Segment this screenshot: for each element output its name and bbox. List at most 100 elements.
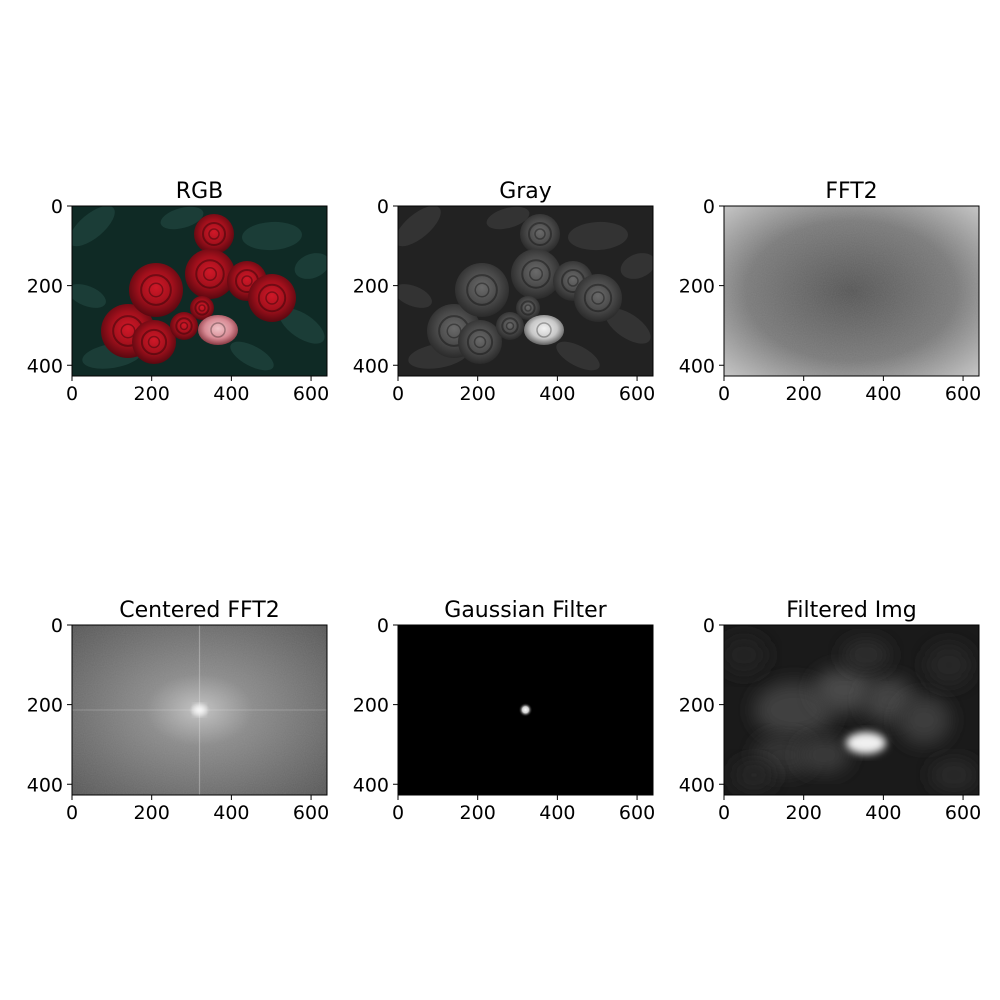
x-tick-label: 600 — [945, 802, 981, 824]
leaf-shape — [279, 308, 325, 344]
y-tick-label: 200 — [679, 695, 715, 717]
leaf-shape — [620, 253, 653, 279]
leaf-shape — [72, 284, 106, 308]
rose-petal-line — [505, 321, 515, 331]
blur-blob — [925, 643, 973, 687]
panel-2: Gray 0 200 400 600 0 200 400 — [353, 179, 655, 405]
x-tick-label: 0 — [66, 802, 78, 824]
y-tick-label: 0 — [703, 196, 715, 218]
panel-6: Filtered Img 0 200 400 600 0 200 400 — [679, 598, 981, 824]
x-tick-label: 0 — [392, 383, 404, 405]
x-tick-label: 0 — [718, 802, 730, 824]
axes-frame — [71, 205, 328, 377]
leaf-shape — [242, 221, 302, 251]
rose-petal-line — [210, 322, 226, 338]
highlight-rose-shape — [198, 315, 238, 345]
leaf-shape — [398, 284, 432, 308]
panel-4: Centered FFT2 0 200 400 600 0 200 400 — [27, 598, 329, 824]
y-tick-label: 0 — [377, 196, 389, 218]
rose-petal-line — [520, 300, 536, 316]
panel-title: Gray — [499, 179, 552, 204]
rose-shape — [574, 274, 622, 322]
rose-petal-line — [202, 222, 226, 246]
panel-5: Gaussian Filter 0 200 400 600 0 200 400 — [353, 598, 655, 824]
x-tick-label: 600 — [619, 802, 655, 824]
panel-1: RGB 0 200 400 600 0 200 400 — [27, 179, 329, 405]
rose-petal-line — [120, 323, 136, 339]
rose-petal-line — [140, 328, 168, 356]
image-area — [72, 625, 327, 795]
blur-blob — [898, 696, 950, 744]
image-area — [398, 206, 653, 376]
dc-peak — [194, 705, 205, 715]
rose-petal-line — [529, 267, 543, 281]
x-tick-label: 200 — [786, 802, 822, 824]
rose-petal-line — [208, 228, 220, 240]
y-tick-label: 0 — [51, 615, 63, 637]
rose-petal-line — [148, 282, 164, 298]
highlight-blob — [846, 732, 886, 754]
rose-petal-line — [140, 274, 172, 306]
rose-petal-line — [195, 259, 225, 289]
leaf-shape — [160, 206, 204, 230]
spectrum-noise — [724, 206, 979, 376]
image-area — [398, 625, 653, 795]
x-tick-label: 400 — [865, 802, 901, 824]
rose-petal-line — [524, 304, 532, 312]
y-tick-label: 0 — [377, 615, 389, 637]
rose-shape — [248, 274, 296, 322]
gaussian-peak — [518, 702, 533, 717]
highlight-rose-shape — [524, 315, 564, 345]
x-tick-label: 400 — [213, 383, 249, 405]
leaf-shape — [72, 206, 115, 247]
leaf-shape — [398, 206, 441, 247]
rose-petal-line — [241, 275, 253, 287]
panel-title: Filtered Img — [786, 598, 916, 623]
x-tick-label: 200 — [134, 802, 170, 824]
rose-petal-line — [257, 283, 287, 313]
x-tick-label: 200 — [460, 383, 496, 405]
image-area — [72, 206, 327, 376]
x-tick-label: 600 — [293, 383, 329, 405]
y-tick-label: 400 — [353, 355, 389, 377]
rose-shape — [496, 312, 524, 340]
y-tick-label: 0 — [703, 615, 715, 637]
rose-shape — [455, 263, 509, 317]
rose-petal-line — [501, 317, 519, 335]
x-tick-label: 600 — [945, 383, 981, 405]
image-area — [724, 206, 979, 376]
rose-petal-line — [536, 322, 552, 338]
y-tick-label: 400 — [27, 774, 63, 796]
rose-petal-line — [203, 267, 217, 281]
panel-title: Gaussian Filter — [444, 598, 607, 623]
rose-petal-line — [473, 335, 487, 349]
blur-blob — [724, 635, 768, 675]
y-tick-label: 400 — [353, 774, 389, 796]
rose-shape — [129, 263, 183, 317]
rose-petal-line — [466, 328, 494, 356]
rose-shape — [516, 296, 540, 320]
panel-3: FFT2 0 200 400 600 0 200 400 — [679, 179, 981, 405]
x-tick-label: 200 — [134, 383, 170, 405]
axes-frame — [723, 624, 980, 796]
rose-petal-line — [466, 274, 498, 306]
y-tick-label: 200 — [27, 276, 63, 298]
leaf-shape — [605, 308, 651, 344]
y-tick-label: 200 — [679, 276, 715, 298]
leaf-shape — [294, 253, 327, 279]
blur-blob — [842, 639, 890, 671]
rose-shape — [458, 320, 502, 364]
blur-blob — [930, 759, 978, 791]
rose-shape — [194, 214, 234, 254]
x-tick-label: 0 — [66, 383, 78, 405]
rose-shape — [511, 249, 561, 299]
x-tick-label: 400 — [865, 383, 901, 405]
rose-shape — [132, 320, 176, 364]
x-tick-label: 200 — [460, 802, 496, 824]
leaf-shape — [230, 341, 274, 371]
blur-blob — [732, 759, 776, 791]
y-tick-label: 200 — [353, 276, 389, 298]
y-tick-label: 400 — [679, 355, 715, 377]
x-tick-label: 600 — [293, 802, 329, 824]
x-tick-label: 0 — [718, 383, 730, 405]
